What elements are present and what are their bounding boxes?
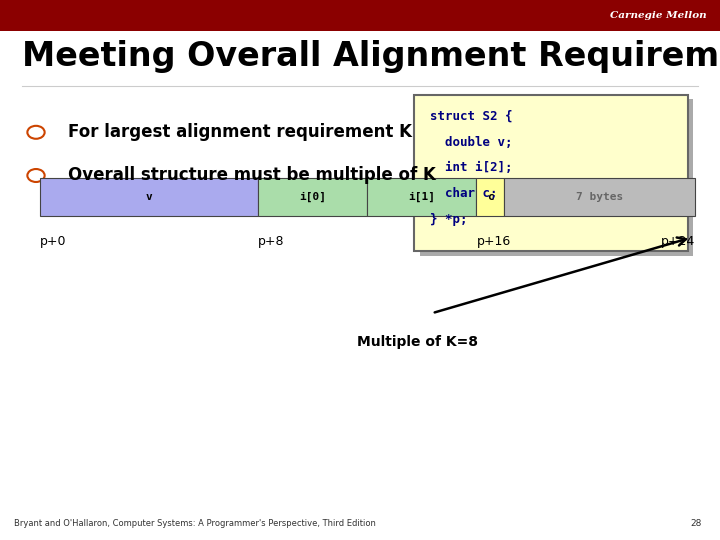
Bar (0, 0, 720, 31)
Text: p+16: p+16 (477, 235, 510, 248)
Text: 28: 28 (690, 519, 702, 528)
Text: For largest alignment requirement K: For largest alignment requirement K (68, 123, 413, 141)
Text: struct S2 {: struct S2 { (430, 110, 513, 123)
Bar (504, 178, 695, 216)
Text: Meeting Overall Alignment Requirement: Meeting Overall Alignment Requirement (22, 40, 720, 73)
Text: i[1]: i[1] (408, 192, 436, 202)
Text: c: c (487, 192, 493, 202)
Bar (420, 99, 693, 256)
Bar (258, 178, 367, 216)
Text: Multiple of K=8: Multiple of K=8 (357, 335, 478, 349)
Text: int i[2];: int i[2]; (430, 161, 513, 174)
Text: char c;: char c; (430, 187, 498, 200)
Text: p+8: p+8 (258, 235, 284, 248)
Text: } *p;: } *p; (430, 213, 467, 226)
Text: v: v (145, 192, 152, 202)
Bar (414, 94, 688, 251)
Text: Carnegie Mellon: Carnegie Mellon (611, 11, 707, 20)
Text: i[0]: i[0] (299, 192, 326, 202)
Text: 7 bytes: 7 bytes (575, 192, 623, 202)
Text: p+0: p+0 (40, 235, 66, 248)
Text: p+24: p+24 (660, 235, 695, 248)
Bar (477, 178, 504, 216)
Text: Bryant and O'Hallaron, Computer Systems: A Programmer's Perspective, Third Editi: Bryant and O'Hallaron, Computer Systems:… (14, 519, 377, 528)
Text: double v;: double v; (430, 136, 513, 148)
Text: Overall structure must be multiple of K: Overall structure must be multiple of K (68, 166, 436, 185)
Bar (367, 178, 477, 216)
Bar (40, 178, 258, 216)
